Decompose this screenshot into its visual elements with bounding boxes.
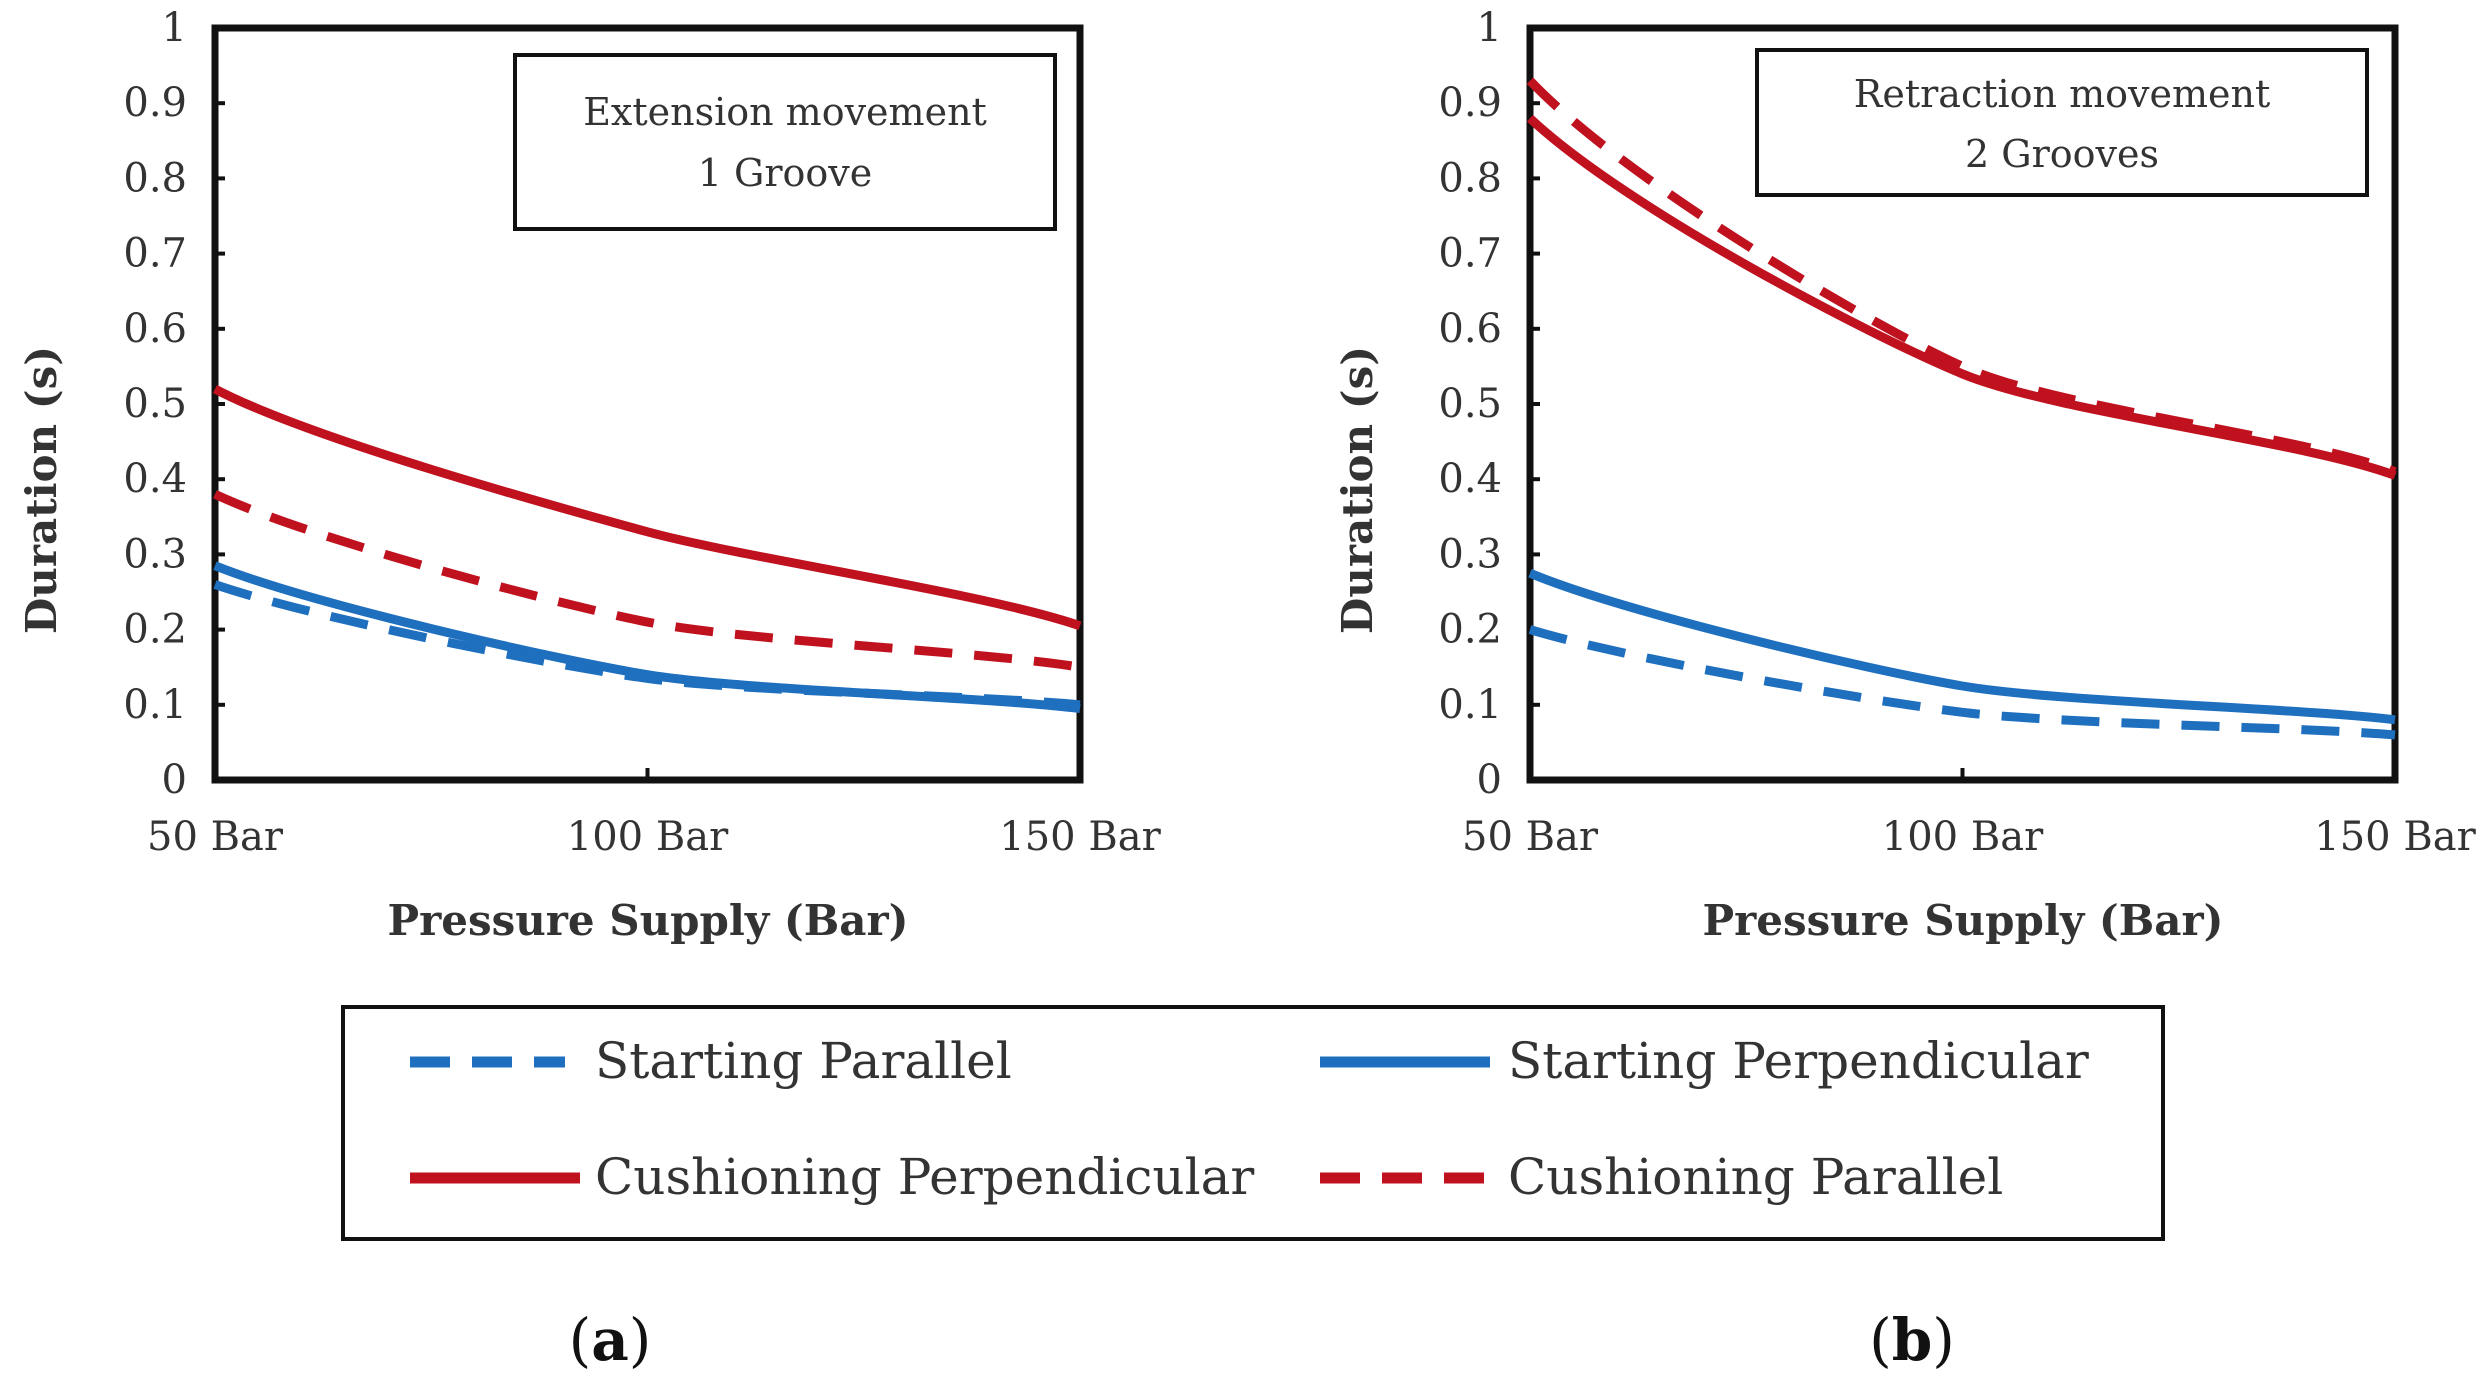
y-tick-label: 0.3 bbox=[1438, 531, 1502, 577]
legend-label-cushioning-parallel: Cushioning Parallel bbox=[1508, 1148, 2003, 1206]
y-tick-label: 0.2 bbox=[1438, 607, 1502, 653]
series-line-b-starting-parallel bbox=[1528, 625, 2396, 740]
series-line-b-starting-perpendicular bbox=[1528, 569, 2396, 725]
y-axis-b: 0 0.1 0.2 0.3 0.4 0.5 0.6 0.7 0.8 0.9 1 bbox=[1438, 5, 1540, 803]
y-tick-label: 0.5 bbox=[1438, 381, 1502, 427]
y-tick-label: 1 bbox=[162, 5, 187, 51]
x-tick-label: 50 Bar bbox=[1462, 814, 1599, 860]
y-tick-label: 0.6 bbox=[123, 306, 187, 352]
x-axis-label-a: Pressure Supply (Bar) bbox=[388, 896, 909, 945]
y-tick-label: 0.8 bbox=[123, 155, 187, 201]
y-axis-a: 0 0.1 0.2 0.3 0.4 0.5 0.6 0.7 0.8 0.9 1 bbox=[123, 5, 225, 803]
series-line-a-starting-perpendicular bbox=[213, 561, 1081, 714]
y-axis-label-b: Duration (s) bbox=[1333, 346, 1382, 634]
y-tick-label: 0.9 bbox=[123, 80, 187, 126]
y-tick-label: 0.9 bbox=[1438, 80, 1502, 126]
y-tick-label: 0.7 bbox=[123, 231, 187, 277]
panel-label-b: (b) bbox=[1869, 1306, 1955, 1374]
y-tick-label: 0.7 bbox=[1438, 231, 1502, 277]
x-tick-label: 100 Bar bbox=[567, 814, 729, 860]
series-line-b-cushioning-perpendicular bbox=[1526, 114, 2397, 480]
annotation-line-1-a: Extension movement bbox=[583, 90, 987, 134]
legend-label-cushioning-perpendicular: Cushioning Perpendicular bbox=[595, 1148, 1254, 1206]
series-group-b bbox=[1526, 77, 2397, 740]
annotation-box-b bbox=[1755, 48, 2369, 197]
chart-panel-a: 0 0.1 0.2 0.3 0.4 0.5 0.6 0.7 0.8 0.9 1 50 Bar 100 … bbox=[17, 5, 1162, 945]
panel-label-a: (a) bbox=[569, 1306, 652, 1374]
chart-panel-b: 0 0.1 0.2 0.3 0.4 0.5 0.6 0.7 0.8 0.9 1 50 Bar 100 … bbox=[1333, 5, 2477, 945]
y-tick-label: 0.3 bbox=[123, 531, 187, 577]
annotation-line-1-b: Retraction movement bbox=[1854, 72, 2270, 116]
x-tick-label: 50 Bar bbox=[147, 814, 284, 860]
y-tick-label: 0.1 bbox=[1438, 682, 1502, 728]
legend-label-starting-parallel: Starting Parallel bbox=[595, 1032, 1012, 1090]
y-tick-label: 0 bbox=[162, 757, 187, 803]
x-axis-a: 50 Bar 100 Bar 150 Bar bbox=[147, 768, 1162, 860]
y-tick-label: 1 bbox=[1477, 5, 1502, 51]
y-tick-label: 0.2 bbox=[123, 607, 187, 653]
y-tick-label: 0.6 bbox=[1438, 306, 1502, 352]
y-tick-label: 0.8 bbox=[1438, 155, 1502, 201]
x-axis-label-b: Pressure Supply (Bar) bbox=[1703, 896, 2224, 945]
series-line-a-cushioning-perpendicular bbox=[212, 384, 1082, 631]
annotation-line-2-b: 2 Grooves bbox=[1965, 132, 2159, 176]
y-tick-label: 0.4 bbox=[1438, 456, 1502, 502]
series-line-a-cushioning-parallel bbox=[213, 490, 1081, 672]
y-tick-label: 0.5 bbox=[123, 381, 187, 427]
series-group-a bbox=[212, 384, 1082, 714]
legend-frame bbox=[341, 1005, 2165, 1241]
x-axis-b: 50 Bar 100 Bar 150 Bar bbox=[1462, 768, 2477, 860]
legend: Starting Parallel Starting Perpendicular… bbox=[341, 1005, 2165, 1241]
y-tick-label: 0 bbox=[1477, 757, 1502, 803]
y-axis-label-a: Duration (s) bbox=[17, 346, 66, 634]
x-tick-label: 150 Bar bbox=[999, 814, 1161, 860]
annotation-line-2-a: 1 Groove bbox=[698, 151, 873, 195]
y-tick-label: 0.1 bbox=[123, 682, 187, 728]
annotation-box-a bbox=[513, 53, 1057, 231]
y-tick-label: 0.4 bbox=[123, 456, 187, 502]
x-tick-label: 150 Bar bbox=[2314, 814, 2476, 860]
legend-label-starting-perpendicular: Starting Perpendicular bbox=[1508, 1032, 2089, 1090]
x-tick-label: 100 Bar bbox=[1882, 814, 2044, 860]
